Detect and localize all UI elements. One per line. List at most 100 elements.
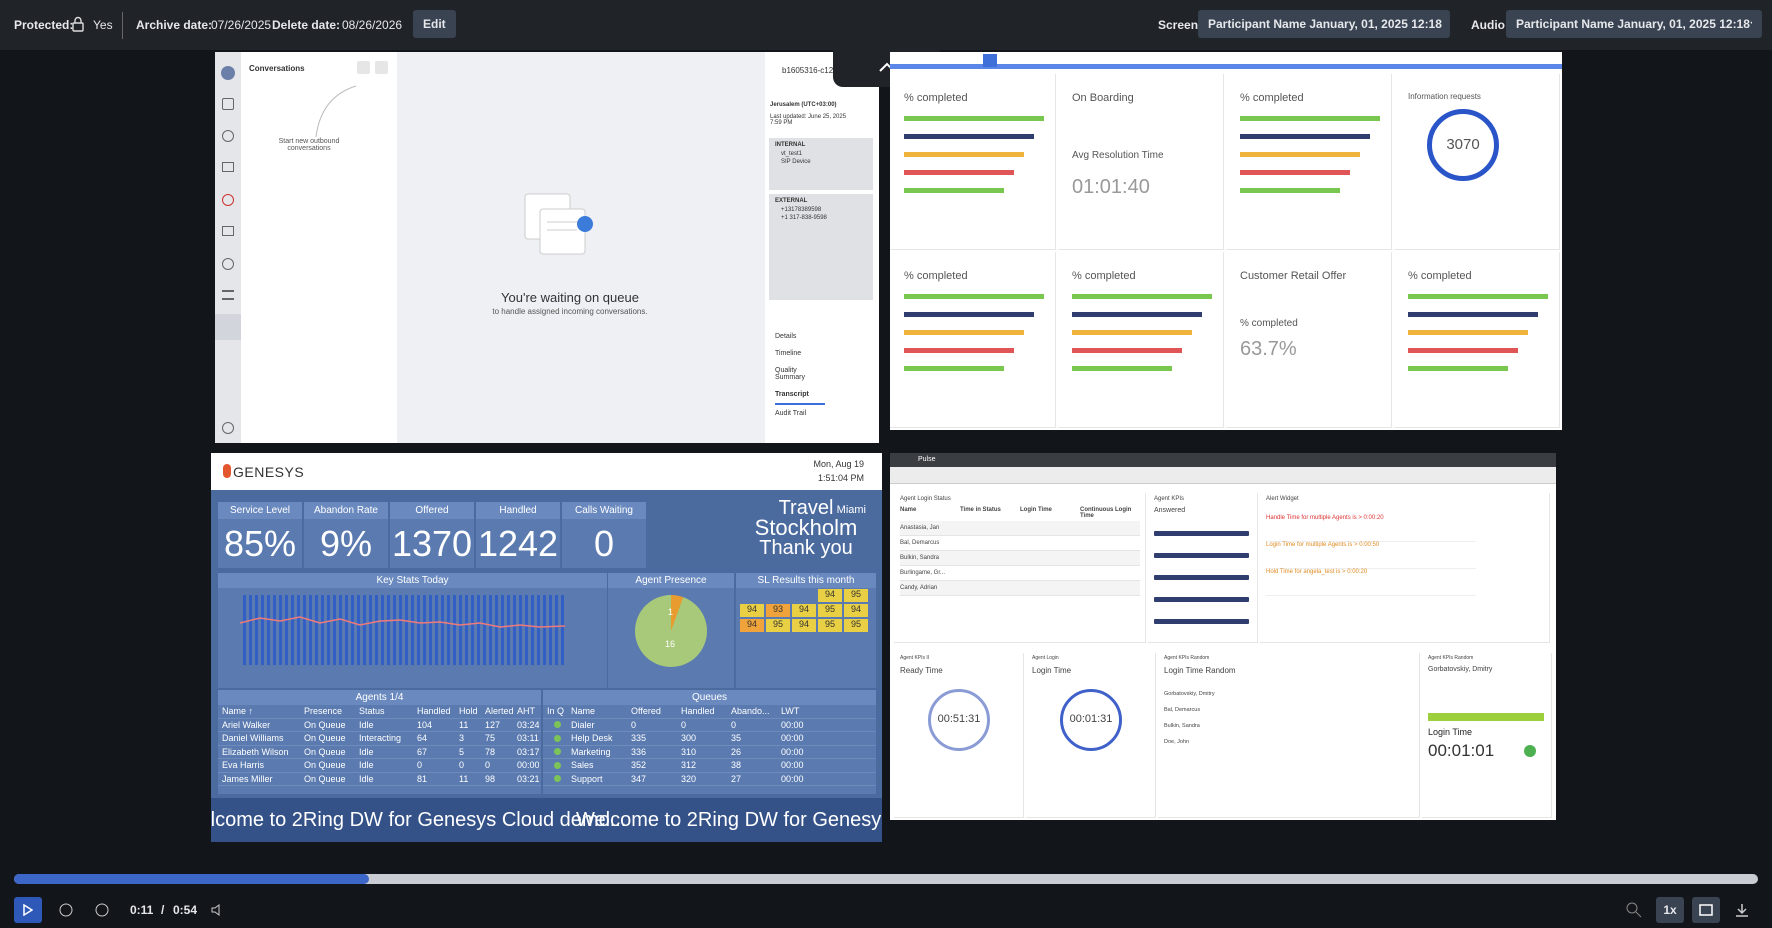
cell: Idle (359, 760, 374, 771)
kpi-tile: Service Level 85% (218, 502, 302, 568)
tab[interactable]: Quality Summary (775, 367, 805, 381)
card-subtitle: Answered (1154, 507, 1186, 514)
cell: 312 (681, 760, 697, 771)
tab[interactable]: Details (775, 333, 797, 340)
tab[interactable]: Timeline (775, 350, 802, 357)
volume-button[interactable] (204, 897, 232, 923)
cell: 03:17 (517, 746, 539, 757)
queues-table: Queues In Q Name Offered Handled Abando... LW… (543, 690, 876, 794)
section-title: Key Stats Today (218, 573, 607, 588)
current-time: 0:11 (130, 903, 154, 917)
layout-button[interactable] (1692, 897, 1720, 923)
cell: Dialer (571, 719, 595, 730)
external-label: EXTERNAL (775, 198, 808, 204)
gauge-value: 00:51:31 (937, 713, 981, 725)
conversation-list: Conversations Start new outbound convers… (241, 52, 397, 443)
waiting-title: You're waiting on queue (501, 290, 639, 305)
hint-arrow (315, 85, 357, 138)
status-icon (543, 734, 567, 742)
bar-decor (904, 348, 1014, 353)
card-title: Agent KPIs Random (1428, 655, 1474, 661)
table-row: Sales 352 312 38 00:00 (543, 759, 876, 773)
date: Mon, Aug 19 (813, 459, 864, 469)
cell: 0 (681, 719, 687, 730)
protected-label: Protected: (14, 18, 74, 32)
tab[interactable]: Audit Trail (775, 410, 807, 417)
dashboard-screen: % completed On Boarding Avg Resolution Tim… (890, 52, 1562, 430)
cell: Elizabeth Wilson (222, 746, 289, 757)
table-header: Name ↑ Presence Status Handled Hold Alerted AH… (218, 705, 541, 719)
kpi-label: Service Level (218, 502, 302, 519)
section-title: Queues (543, 690, 876, 705)
lock-icon (72, 16, 84, 32)
bar-decor (904, 116, 1044, 121)
edit-button[interactable]: Edit (413, 10, 456, 38)
cell: 5 (459, 746, 465, 757)
details-panel: b1605316-c12... Jerusalem (UTC+03:00) La… (765, 52, 879, 443)
alert: Handle Time for multiple Agents is > 0:0… (1266, 515, 1476, 542)
dashboard-card: % completed (1058, 252, 1224, 428)
sl-cell: 95 (818, 604, 842, 617)
screen-label: Screen: (1158, 18, 1203, 32)
sl-cell: 95 (818, 619, 842, 632)
table-row: Eva Harris On Queue Idle 0 0 0 00:00 (218, 759, 541, 773)
tab-strip (890, 52, 1562, 69)
column-header: Alerted (485, 706, 513, 717)
card-title: % completed (904, 270, 968, 282)
bar-decor (904, 170, 1014, 175)
spacer-cell (740, 589, 816, 602)
sl-cell: 95 (844, 589, 868, 602)
speed-button[interactable]: 1x (1656, 897, 1684, 923)
bar-decor (1240, 170, 1350, 175)
bar-decor (1072, 348, 1182, 353)
agent-kpis-card: Agent KPIs Answered (1148, 493, 1258, 643)
zoom-button[interactable] (1620, 897, 1648, 923)
app-bar: Pulse (890, 453, 1556, 467)
chevron (1750, 21, 1752, 25)
card-value: 63.7% (1240, 338, 1297, 360)
alert-card: Alert Widget Handle Time for multiple Ag… (1260, 493, 1550, 643)
section-title: SL Results this month (736, 573, 876, 588)
section-title: Agents 1/4 (218, 690, 541, 705)
bar-decor (904, 330, 1024, 335)
bar-decor (1240, 152, 1360, 157)
conversation-id: b1605316-c12... (782, 66, 840, 75)
cell: 98 (485, 773, 496, 784)
gauge (1060, 689, 1122, 751)
agents-table: Agents 1/4 Name ↑ Presence Status Handled Ho… (218, 690, 541, 794)
promo-text: Thank you (759, 536, 853, 559)
settings-button[interactable] (357, 61, 370, 74)
dashboard-card: Customer Retail Offer % completed 63.7% (1226, 252, 1392, 428)
cell: 320 (681, 773, 697, 784)
card-title: Agent KPIs (1154, 496, 1185, 502)
tab[interactable]: Transcript (775, 386, 825, 405)
screen-dropdown[interactable]: Participant Name January, 01, 2025 12:18 (1198, 10, 1450, 38)
play-button[interactable] (14, 897, 42, 923)
progress-track[interactable] (14, 874, 1758, 884)
dashboard-card: % completed (890, 74, 1056, 250)
login-status-card: Agent Login Status Name Time in Status Log… (894, 493, 1146, 643)
external-box: EXTERNAL +13178389598 +1 317-838-9598 (769, 194, 873, 300)
genesys-wallboard: GENESYS Mon, Aug 19 1:51:04 PM Service L… (211, 453, 882, 842)
key-stats-line (240, 616, 565, 628)
add-tab[interactable] (983, 54, 997, 67)
rewind-button[interactable] (52, 897, 80, 923)
cell: 27 (731, 773, 742, 784)
new-button[interactable] (375, 61, 388, 74)
download-button[interactable] (1728, 897, 1756, 923)
forward-button[interactable] (88, 897, 116, 923)
gauge-value: 00:01:31 (1069, 713, 1113, 725)
cell: 00:00 (517, 760, 539, 771)
dashboard-card: Information requests 3070 (1394, 74, 1560, 250)
audio-value: Participant Name January, 01, 2025 12:18 (1516, 17, 1750, 31)
nav-rail (215, 52, 241, 443)
dashboard-card: On Boarding Avg Resolution Time 01:01:40 (1058, 74, 1224, 250)
promo: Travel Stockholm Miami Thank you (736, 498, 876, 569)
bar-decor (904, 188, 1004, 193)
card-label: Ready Time (900, 666, 943, 675)
kpi-tile: Offered 1370 (390, 502, 474, 568)
cell: 104 (417, 719, 433, 730)
card-value: 00:01:01 (1428, 741, 1495, 760)
cell: Interacting (359, 733, 402, 744)
audio-dropdown[interactable]: Participant Name January, 01, 2025 12:18 (1506, 10, 1762, 38)
